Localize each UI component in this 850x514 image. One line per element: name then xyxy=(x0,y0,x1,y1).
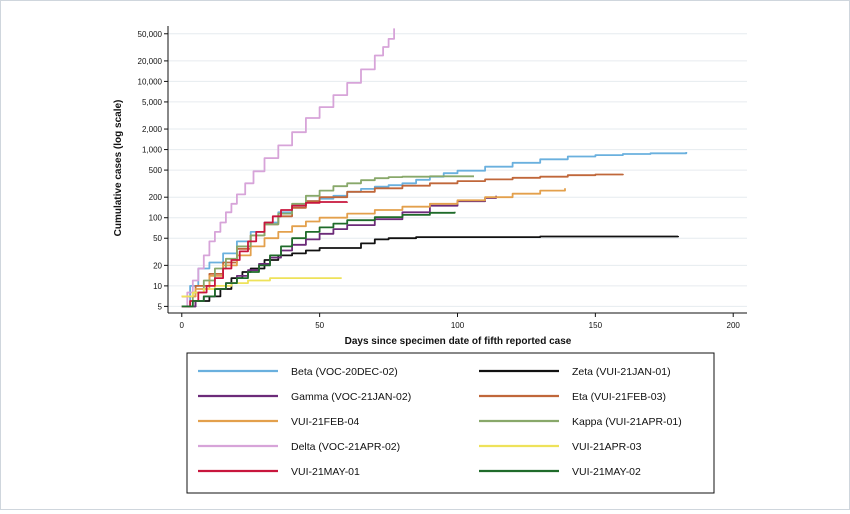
legend-box xyxy=(186,352,715,494)
y-tick-label: 50,000 xyxy=(138,30,163,39)
series-line-6 xyxy=(181,28,396,308)
x-tick-label: 0 xyxy=(180,321,185,330)
legend-label: Kappa (VUI-21APR-01) xyxy=(572,416,682,428)
legend-label: VUI-21MAY-02 xyxy=(572,466,641,478)
x-tick-label: 150 xyxy=(589,321,603,330)
y-tick-label: 20,000 xyxy=(138,57,163,66)
legend: Beta (VOC-20DEC-02) Zeta (VUI-21JAN-01) Ga… xyxy=(186,352,715,494)
series-lines xyxy=(181,28,688,308)
y-tick-label: 200 xyxy=(149,193,163,202)
x-tick-label: 200 xyxy=(727,321,741,330)
y-tick-label: 500 xyxy=(149,166,163,175)
legend-label: VUI-21FEB-04 xyxy=(291,416,359,428)
y-tick-label: 5 xyxy=(158,302,163,311)
y-tick-label: 20 xyxy=(153,261,162,270)
y-tick-label: 10 xyxy=(153,282,162,291)
y-tick-label: 50 xyxy=(153,234,162,243)
legend-label: Eta (VUI-21FEB-03) xyxy=(572,391,666,403)
legend-label: Beta (VOC-20DEC-02) xyxy=(291,366,398,378)
y-tick-label: 1,000 xyxy=(142,146,163,155)
y-tick-label: 100 xyxy=(149,214,163,223)
series-line-4 xyxy=(181,188,566,298)
x-tick-label: 100 xyxy=(451,321,465,330)
legend-label: Gamma (VOC-21JAN-02) xyxy=(291,391,411,403)
series-line-9 xyxy=(181,211,456,308)
axes: 51020501002005001,0002,0005,00010,00020,… xyxy=(138,26,747,330)
series-line-8 xyxy=(181,201,349,308)
y-tick-label: 2,000 xyxy=(142,125,163,134)
y-tick-label: 10,000 xyxy=(138,77,163,86)
y-tick-label: 5,000 xyxy=(142,98,163,107)
x-tick-label: 50 xyxy=(315,321,324,330)
legend-label: VUI-21APR-03 xyxy=(572,441,642,453)
x-axis-title: Days since specimen date of fifth report… xyxy=(345,336,572,347)
legend-label: VUI-21MAY-01 xyxy=(291,466,360,478)
legend-label: Delta (VOC-21APR-02) xyxy=(291,441,400,453)
legend-label: Zeta (VUI-21JAN-01) xyxy=(572,366,671,378)
y-axis-title: Cumulative cases (log scale) xyxy=(113,100,124,237)
